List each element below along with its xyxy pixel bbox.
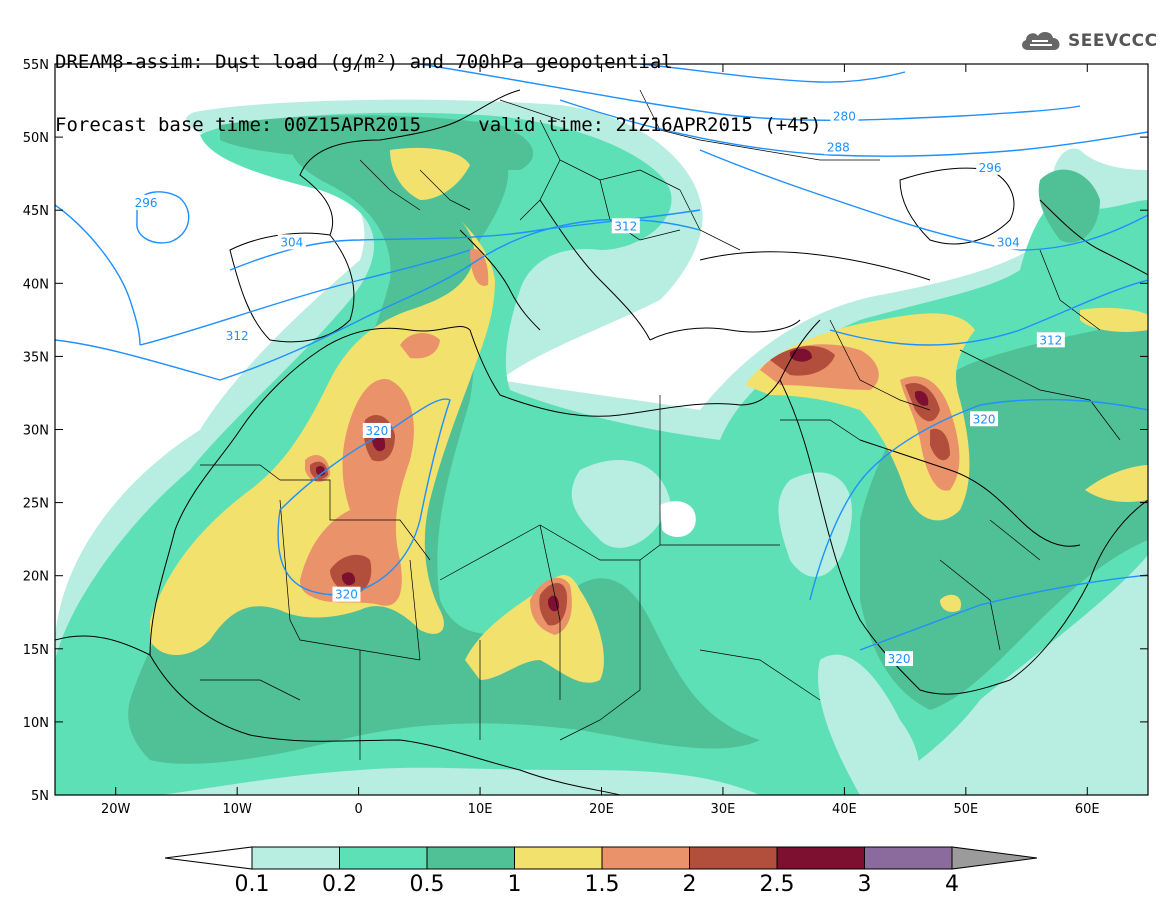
colorbar-swatch <box>514 846 603 870</box>
colorbar: 0.1 0.2 0.5 1 1.5 2 2.5 3 4 <box>164 846 1038 897</box>
contour-label: 288 <box>827 140 850 154</box>
header: DREAM8-assim: Dust load (g/m²) and 700hP… <box>55 10 821 157</box>
colorbar-label: 1.5 <box>585 872 620 897</box>
colorbar-label: 4 <box>945 872 959 897</box>
contour-label: 320 <box>973 412 996 426</box>
logo-text: SEEVCCC <box>1068 31 1158 51</box>
lat-label: 10N <box>23 716 49 731</box>
valid-time: valid time: 21Z16APR2015 (+45) <box>478 114 822 136</box>
contour-label-bg <box>994 234 1023 250</box>
contour-label-bg <box>223 327 252 343</box>
contour-label-bg <box>830 108 859 124</box>
colorbar-label: 0.5 <box>410 872 445 897</box>
colorbar-swatch <box>601 846 690 870</box>
lon-label: 50E <box>953 802 978 817</box>
lon-label: 10E <box>468 802 493 817</box>
contour-label-bg <box>611 218 640 234</box>
contour-label-bg <box>132 194 161 210</box>
contour-label: 304 <box>997 235 1020 249</box>
colorbar-swatch <box>776 846 865 870</box>
contour-label: 304 <box>280 235 303 249</box>
forecast-base-time: Forecast base time: 00Z15APR2015 <box>55 114 422 136</box>
colorbar-swatch <box>426 846 515 870</box>
lon-label: 0 <box>354 802 362 817</box>
axis-ticks: 55N 50N 45N 40N 35N 30N 25N 20N 15N 10N 5N 20W 10W 0 1… <box>23 58 1148 817</box>
colorbar-swatch <box>251 846 340 870</box>
colorbar-high-arrow <box>951 846 1038 870</box>
contour-label: 312 <box>226 329 249 343</box>
dust-load-fields <box>55 99 1148 795</box>
colorbar-swatch <box>339 846 428 870</box>
contour-label-bg <box>970 411 999 427</box>
lat-label: 35N <box>23 350 49 365</box>
colorbar-swatch <box>864 846 953 870</box>
contour-label: 320 <box>335 588 358 602</box>
colorbar-label: 2.5 <box>760 872 795 897</box>
colorbar-label: 1 <box>508 872 522 897</box>
lon-label: 30E <box>711 802 736 817</box>
contour-label: 296 <box>979 161 1002 175</box>
colorbar-label: 2 <box>683 872 697 897</box>
coastlines <box>55 89 1148 795</box>
contour-label-bg <box>362 422 391 438</box>
contour-label: 312 <box>1039 333 1062 347</box>
contour-label-bg <box>824 139 853 155</box>
contour-label-bg <box>277 234 306 250</box>
contour-label-bg <box>1036 332 1065 348</box>
lon-label: 20E <box>589 802 614 817</box>
lat-label: 40N <box>23 277 49 292</box>
cloud-icon <box>1022 32 1060 50</box>
contour-label: 320 <box>888 652 911 666</box>
seevccc-logo: SEEVCCC <box>1018 28 1158 54</box>
time-info: Forecast base time: 00Z15APR2015 valid t… <box>55 115 821 136</box>
contour-label: 280 <box>833 110 856 124</box>
contour-label-bg <box>976 159 1005 175</box>
contour-label: 296 <box>135 196 158 210</box>
lon-label: 40E <box>832 802 857 817</box>
contour-label: 312 <box>614 219 637 233</box>
geopotential-labels: 280 288 296 296 304 304 312 312 312 320 320 320 320 <box>132 108 1065 667</box>
lat-label: 5N <box>31 789 49 804</box>
contour-label: 320 <box>365 424 388 438</box>
lat-label: 20N <box>23 570 49 585</box>
lon-label: 60E <box>1075 802 1100 817</box>
lon-label: 20W <box>101 802 131 817</box>
lat-label: 30N <box>23 424 49 439</box>
colorbar-label: 0.1 <box>235 872 270 897</box>
lat-label: 55N <box>23 58 49 73</box>
contour-label-bg <box>332 586 361 602</box>
contour-label-bg <box>885 651 914 667</box>
colorbar-swatch <box>689 846 778 870</box>
lat-label: 50N <box>23 131 49 146</box>
colorbar-label: 3 <box>858 872 872 897</box>
lon-label: 10W <box>222 802 252 817</box>
colorbar-label: 0.2 <box>322 872 357 897</box>
lat-label: 15N <box>23 643 49 658</box>
lat-label: 25N <box>23 497 49 512</box>
map-title: DREAM8-assim: Dust load (g/m²) and 700hP… <box>55 51 673 73</box>
lat-label: 45N <box>23 204 49 219</box>
country-borders <box>200 89 1121 760</box>
